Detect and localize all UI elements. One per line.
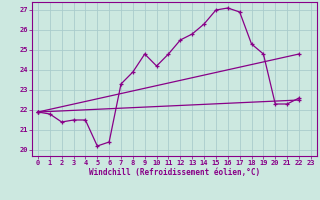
X-axis label: Windchill (Refroidissement éolien,°C): Windchill (Refroidissement éolien,°C) (89, 168, 260, 177)
